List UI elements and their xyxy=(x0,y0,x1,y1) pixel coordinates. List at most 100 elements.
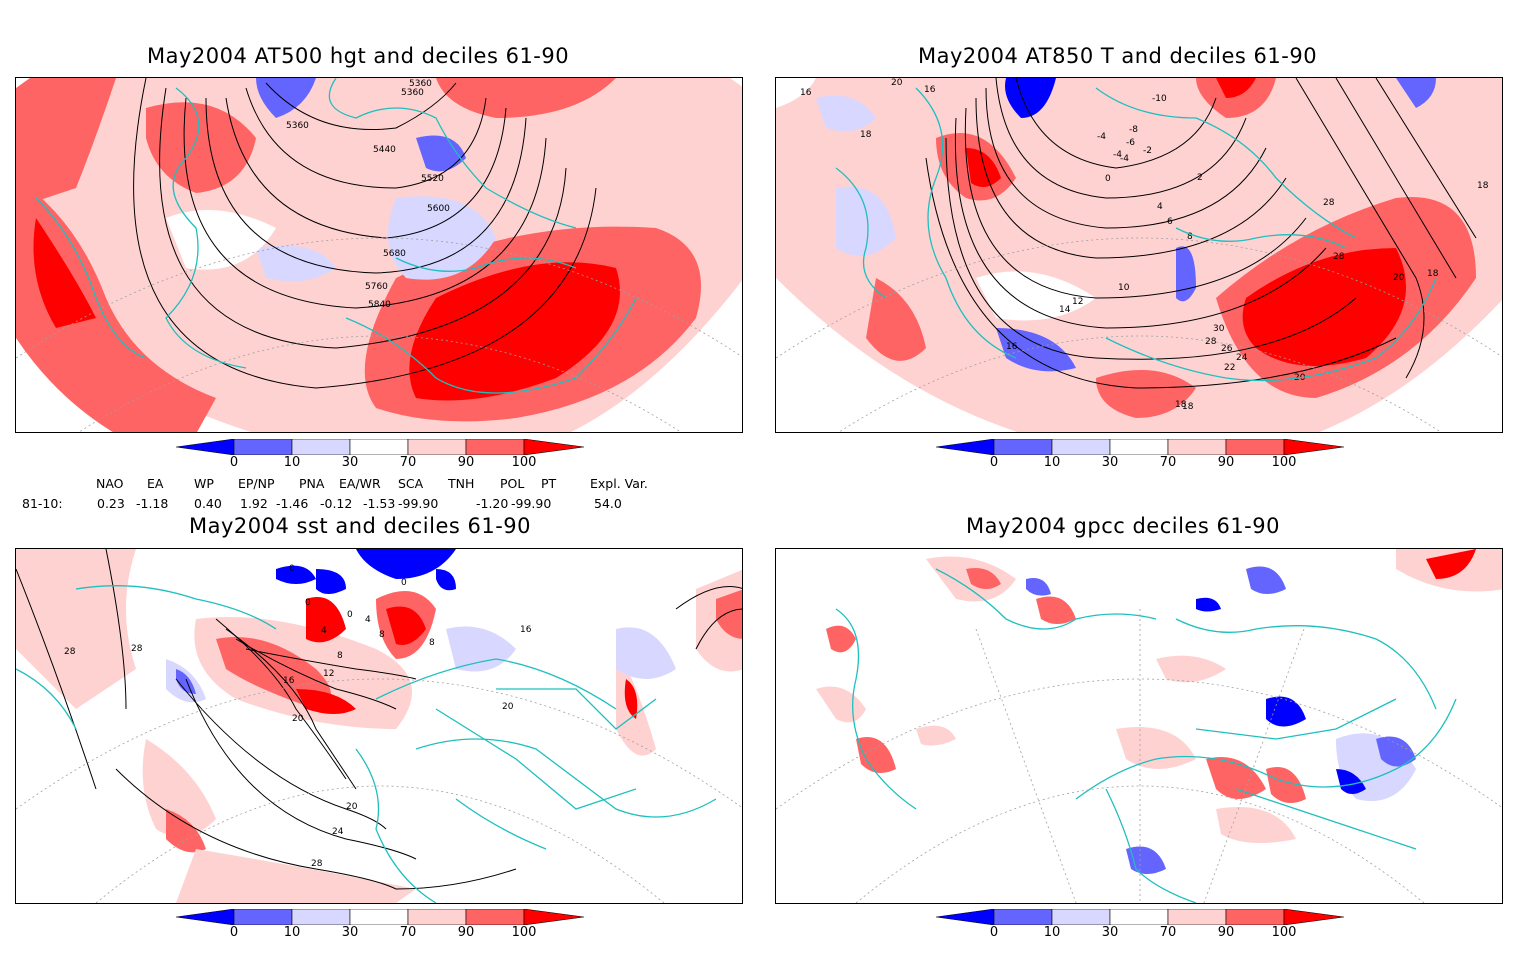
map-gpcc-svg xyxy=(776,549,1502,903)
contour-label: 4 xyxy=(1157,202,1163,212)
colorbar-tick: 10 xyxy=(283,925,301,940)
colorbar-tick: 100 xyxy=(511,925,537,940)
colorbar-tick: 30 xyxy=(1101,455,1119,470)
panel-title-hgt: May2004 AT500 hgt and deciles 61-90 xyxy=(147,44,570,68)
index-header: PT xyxy=(541,476,557,491)
contour-label: 0 xyxy=(401,578,407,588)
index-header: NAO xyxy=(96,476,124,491)
map-panel-t850: 16 16 18 20 -10 -4 -8 -4 -6 -2 -4 0 2 4 … xyxy=(775,77,1503,433)
colorbar-gpcc: 0 10 30 70 90 100 xyxy=(935,908,1346,943)
colorbar-tick: 70 xyxy=(399,925,417,940)
contour-label: 0 xyxy=(289,564,295,574)
colorbar-tick: 100 xyxy=(511,455,537,470)
index-value: -1.18 xyxy=(136,496,169,511)
index-header: EP/NP xyxy=(238,476,275,491)
colorbar-tick: 70 xyxy=(399,455,417,470)
contour-label: 8 xyxy=(337,651,343,661)
contour-label: -4 xyxy=(1113,150,1122,160)
contour-label: 14 xyxy=(1059,305,1071,315)
index-value: -0.12 xyxy=(320,496,353,511)
colorbar-swatches xyxy=(175,908,585,926)
contour-label: 2 xyxy=(1197,173,1203,183)
contour-label: 16 xyxy=(800,88,812,98)
index-header: Expl. Var. xyxy=(590,476,648,491)
index-value: 54.0 xyxy=(594,496,622,511)
colorbar-t850: 0 10 30 70 90 100 xyxy=(935,438,1346,473)
index-value: -1.53 xyxy=(363,496,396,511)
contour-label: -6 xyxy=(1126,138,1135,148)
contour-label: 20 xyxy=(502,702,514,712)
colorbar-swatches xyxy=(935,438,1345,456)
colorbar-tick: 0 xyxy=(229,455,239,470)
index-value: 0.23 xyxy=(97,496,125,511)
colorbar-tick: 90 xyxy=(1217,455,1235,470)
index-value: -99.90 xyxy=(398,496,439,511)
contour-label: 0 xyxy=(305,598,311,608)
contour-label: 5520 xyxy=(421,174,444,184)
contour-label: 4 xyxy=(321,626,327,636)
index-value: 1.92 xyxy=(240,496,268,511)
contour-label: 18 xyxy=(1477,181,1489,191)
contour-label: 18 xyxy=(1182,402,1194,412)
map-sst-svg: 0 0 0 0 4 4 8 8 8 12 16 16 20 20 20 24 2… xyxy=(16,549,742,903)
colorbar-tick: 70 xyxy=(1159,455,1177,470)
contour-label: 5360 xyxy=(409,79,432,89)
map-panel-hgt: 5360 5360 5360 5440 5520 5600 5680 5760 … xyxy=(15,77,743,433)
index-header: EA xyxy=(147,476,164,491)
colorbar-swatches xyxy=(175,438,585,456)
colorbar-tick: 100 xyxy=(1271,925,1297,940)
contour-label: -8 xyxy=(1129,125,1138,135)
map-t850-svg: 16 16 18 20 -10 -4 -8 -4 -6 -2 -4 0 2 4 … xyxy=(776,78,1502,432)
contour-label: 30 xyxy=(1213,324,1225,334)
colorbar-tick: 10 xyxy=(1043,455,1061,470)
colorbar-tick: 10 xyxy=(1043,925,1061,940)
colorbar-tick: 30 xyxy=(341,455,359,470)
panel-title-t850: May2004 AT850 T and deciles 61-90 xyxy=(918,44,1318,68)
contour-label: 22 xyxy=(1224,363,1235,373)
contour-label: -10 xyxy=(1152,94,1167,104)
contour-label: 0 xyxy=(1105,174,1111,184)
contour-label: 20 xyxy=(292,714,304,724)
index-header: POL xyxy=(500,476,525,491)
contour-label: 5840 xyxy=(368,300,391,310)
contour-label: 5760 xyxy=(365,282,388,292)
colorbar-tick: 90 xyxy=(457,925,475,940)
contour-label: 16 xyxy=(924,85,936,95)
colorbar-tick: 90 xyxy=(457,455,475,470)
contour-label: 5360 xyxy=(401,88,424,98)
index-row-label: 81-10: xyxy=(22,496,63,511)
index-header: SCA xyxy=(398,476,424,491)
contour-label: -4 xyxy=(1120,154,1129,164)
contour-label: 8 xyxy=(1187,232,1193,242)
contour-label: 12 xyxy=(1072,297,1083,307)
contour-label: 28 xyxy=(64,647,76,657)
contour-label: 18 xyxy=(860,130,872,140)
teleconnection-indices: NAO EA WP EP/NP PNA EA/WR SCA TNH POL PT… xyxy=(0,474,760,514)
panel-title-sst: May2004 sst and deciles 61-90 xyxy=(189,514,532,538)
index-value: 0.40 xyxy=(194,496,222,511)
contour-label: 16 xyxy=(283,676,295,686)
contour-label: 26 xyxy=(1221,344,1233,354)
contour-label: 5680 xyxy=(383,249,406,259)
contour-label: 28 xyxy=(1323,198,1335,208)
colorbar-sst: 0 10 30 70 90 100 xyxy=(175,908,586,943)
contour-label: 5600 xyxy=(427,204,450,214)
contour-label: -4 xyxy=(1097,132,1106,142)
colorbar-tick: 100 xyxy=(1271,455,1297,470)
contour-label: 18 xyxy=(1175,400,1187,410)
index-header: TNH xyxy=(448,476,475,491)
colorbar-tick: 10 xyxy=(283,455,301,470)
panel-title-gpcc: May2004 gpcc deciles 61-90 xyxy=(966,514,1280,538)
contour-label: 0 xyxy=(347,610,353,620)
index-header: EA/WR xyxy=(339,476,381,491)
contour-label: 12 xyxy=(323,669,334,679)
contour-label: 16 xyxy=(520,625,532,635)
contour-label: 6 xyxy=(1167,217,1173,227)
colorbar-tick: 0 xyxy=(229,925,239,940)
contour-label: 8 xyxy=(429,638,435,648)
contour-label: 28 xyxy=(1205,337,1217,347)
colorbar-tick: 0 xyxy=(989,925,999,940)
contour-label: 20 xyxy=(346,802,358,812)
index-header: WP xyxy=(194,476,214,491)
index-value: -1.46 xyxy=(276,496,309,511)
